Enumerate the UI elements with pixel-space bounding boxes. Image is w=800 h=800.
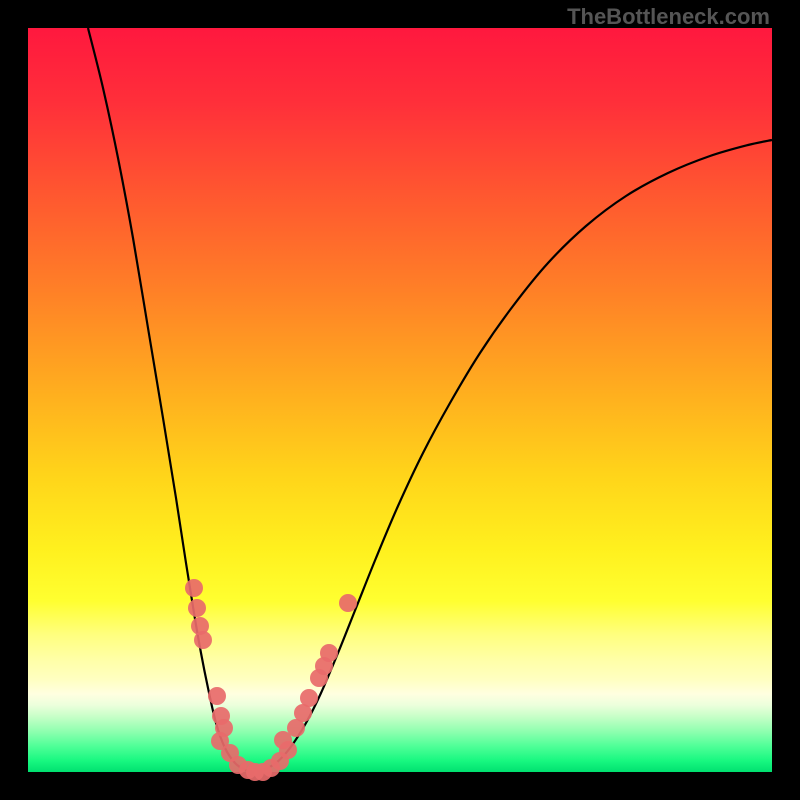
canvas-root: TheBottleneck.com	[0, 0, 800, 800]
plot-area	[28, 28, 772, 772]
data-marker	[339, 594, 357, 612]
data-marker	[188, 599, 206, 617]
data-marker	[208, 687, 226, 705]
data-marker	[185, 579, 203, 597]
bottleneck-curve	[88, 28, 772, 772]
data-marker	[320, 644, 338, 662]
data-marker	[194, 631, 212, 649]
curve-layer	[28, 28, 772, 772]
data-marker	[300, 689, 318, 707]
watermark-text: TheBottleneck.com	[567, 4, 770, 30]
